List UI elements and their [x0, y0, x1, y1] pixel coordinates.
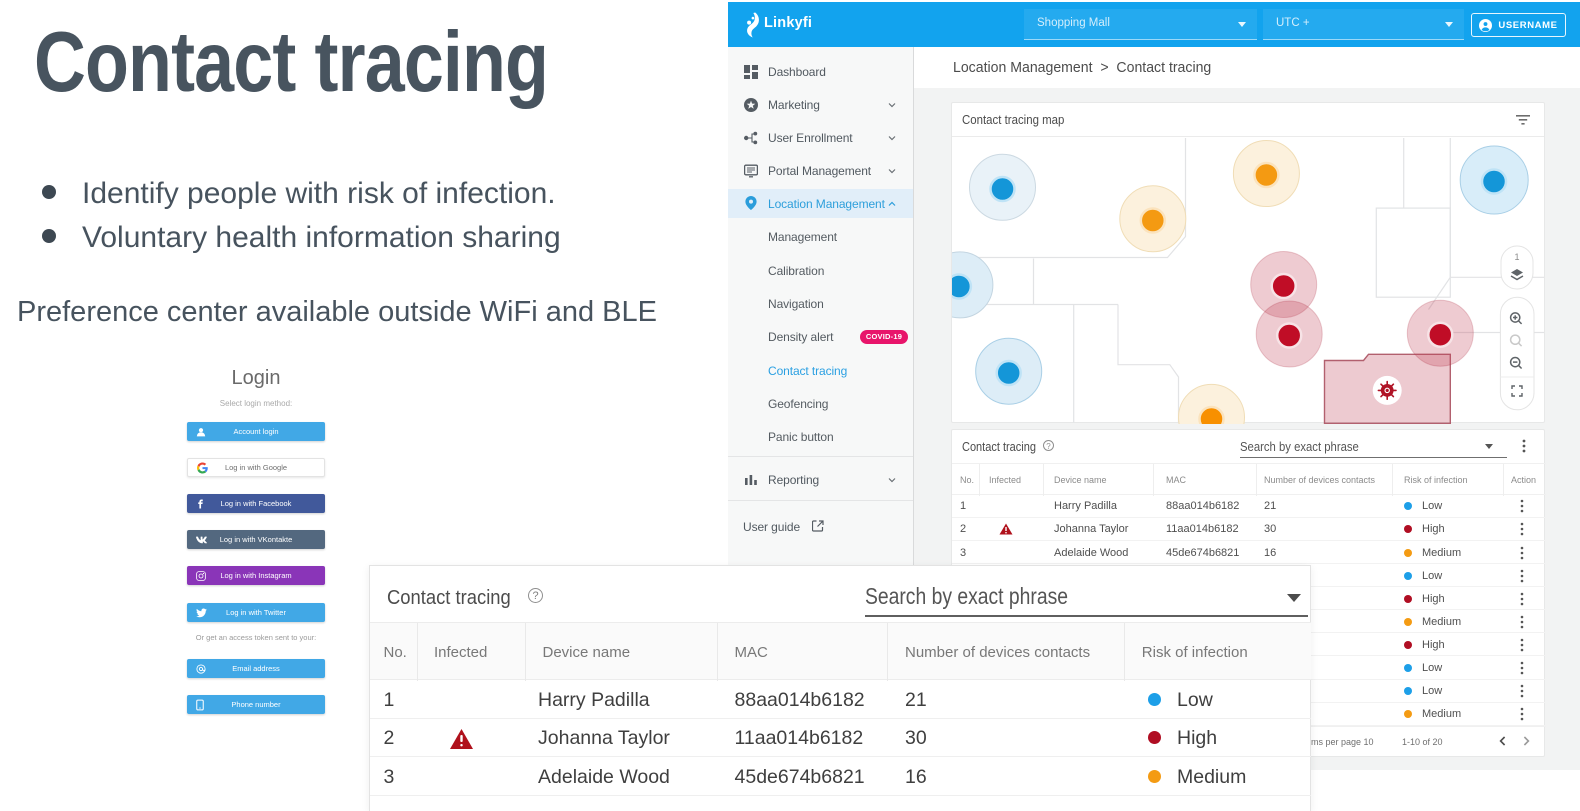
svg-text:1: 1	[1514, 252, 1519, 262]
